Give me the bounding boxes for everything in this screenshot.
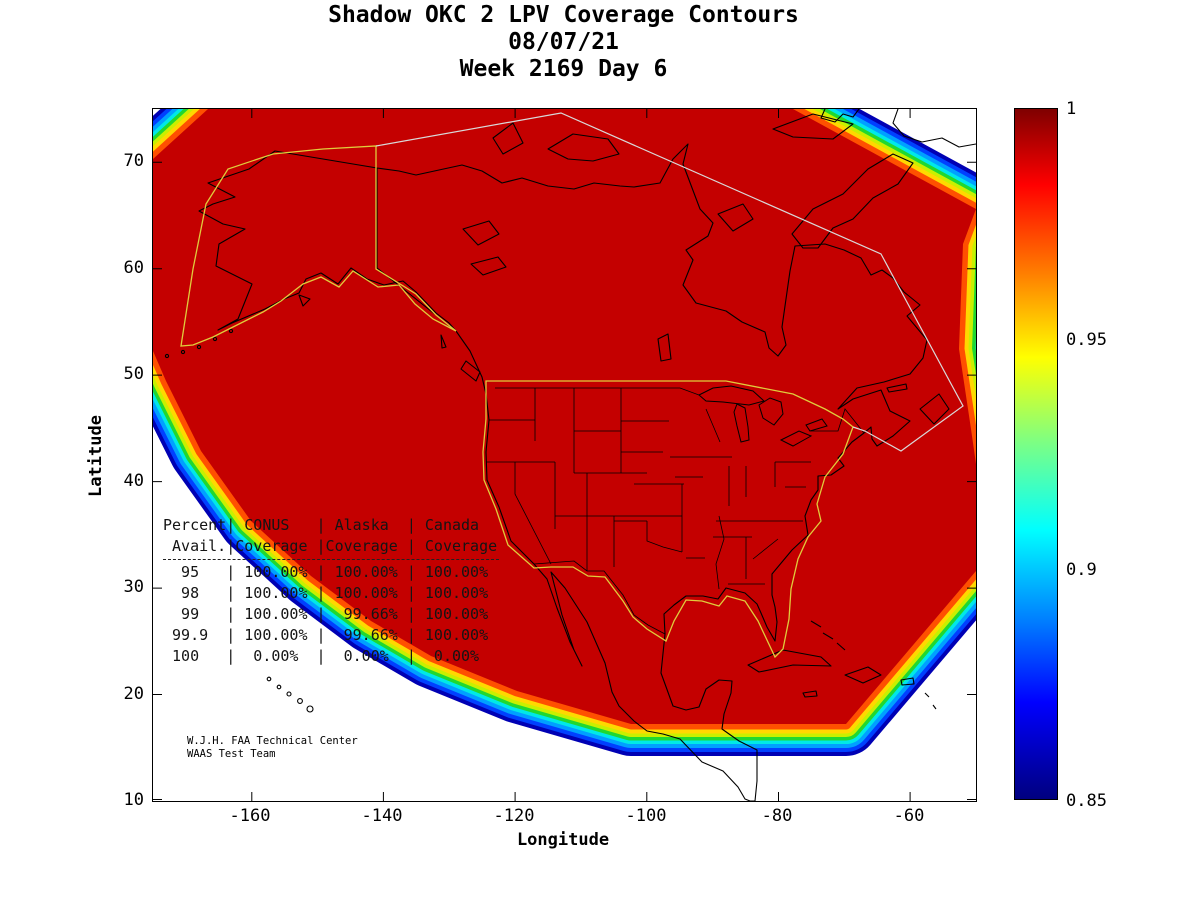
y-axis-label: Latitude (86, 415, 106, 497)
credit-text: W.J.H. FAA Technical Center WAAS Test Te… (187, 735, 358, 761)
service-area-boundary-canada (375, 112, 964, 452)
table-separator (163, 559, 499, 560)
coverage-table-row: 99 | 100.00% | 99.66% | 100.00% (163, 605, 489, 623)
coverage-table: Percent| CONUS | Alaska | Canada Avail.|… (163, 515, 499, 667)
plot-area: Percent| CONUS | Alaska | Canada Avail.|… (152, 108, 977, 802)
colorbar-tick-label: 0.95 (1066, 330, 1107, 350)
state-borders (486, 387, 865, 635)
coverage-table-header-2: Avail.|Coverage |Coverage | Coverage (163, 537, 498, 555)
x-axis-label: Longitude (516, 830, 610, 850)
plot-week-day: Week 2169 Day 6 (459, 56, 668, 82)
coastlines (164, 109, 976, 801)
credit-line-2: WAAS Test Team (187, 748, 276, 760)
credit-line-1: W.J.H. FAA Technical Center (187, 735, 358, 747)
plot-date: 08/07/21 (508, 29, 619, 55)
title-block: Shadow OKC 2 LPV Coverage Contours 08/07… (0, 2, 1127, 83)
y-tick-label: 10 (123, 790, 144, 810)
service-area-boundary-conus (482, 380, 854, 659)
colorbar-tick-label: 0.85 (1066, 791, 1107, 811)
colorbar-tick-label: 0.9 (1066, 560, 1097, 580)
x-tick-label: -100 (625, 806, 667, 826)
y-tick-label: 30 (123, 577, 144, 597)
y-tick-label: 70 (123, 151, 144, 171)
plot-title: Shadow OKC 2 LPV Coverage Contours (328, 2, 799, 28)
y-tick-label: 20 (123, 684, 144, 704)
y-tick-label: 60 (123, 258, 144, 278)
axis-ticks (153, 109, 976, 801)
great-lakes (698, 385, 828, 447)
coverage-table-header-1: Percent| CONUS | Alaska | Canada (163, 516, 480, 534)
service-area-boundary-alaska (180, 145, 457, 347)
coverage-table-row: 95 | 100.00% | 100.00% | 100.00% (163, 563, 489, 581)
colorbar-tick-label: 1 (1066, 99, 1077, 119)
colorbar (1014, 108, 1058, 800)
coverage-map (153, 109, 976, 801)
coverage-table-row: 98 | 100.00% | 100.00% | 100.00% (163, 584, 489, 602)
x-tick-label: -80 (761, 806, 793, 826)
coverage-table-row: 100 | 0.00% | 0.00% | 0.00% (163, 647, 480, 665)
x-tick-label: -60 (893, 806, 925, 826)
x-tick-label: -120 (493, 806, 535, 826)
coverage-region-fill (153, 109, 976, 724)
y-tick-label: 40 (123, 471, 144, 491)
x-tick-label: -160 (229, 806, 271, 826)
x-tick-label: -140 (361, 806, 403, 826)
y-tick-label: 50 (123, 364, 144, 384)
coverage-table-row: 99.9 | 100.00% | 99.66% | 100.00% (163, 626, 489, 644)
